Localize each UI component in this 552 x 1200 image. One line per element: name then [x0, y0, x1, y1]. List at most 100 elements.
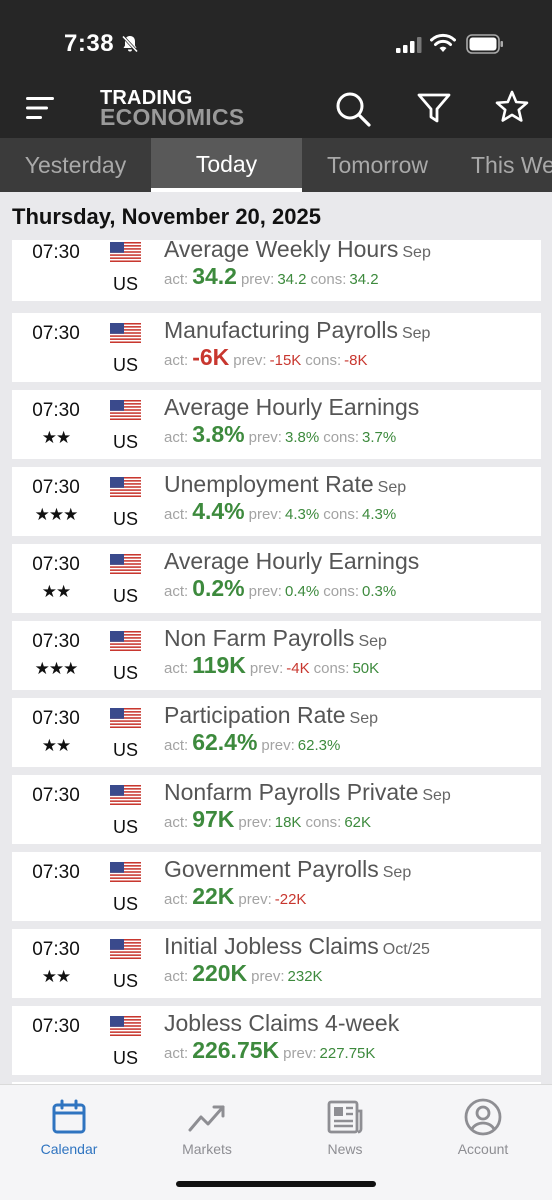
event-row[interactable]: 07:30 ★★★ US Non Farm Payrolls Sep act: 119K pr… — [12, 621, 541, 690]
actual-value: 226.75K — [192, 1037, 280, 1063]
event-row[interactable]: 07:30 ★★ US Participation Rate Sep act: 62.4% p… — [12, 698, 541, 767]
event-country: US — [112, 1048, 138, 1068]
us-flag-icon — [110, 242, 141, 262]
us-flag-icon — [110, 477, 141, 497]
chart-trend-icon — [188, 1105, 225, 1132]
actual-value: 97K — [192, 806, 235, 832]
event-name: Initial Jobless Claims — [164, 933, 379, 959]
event-row[interactable]: 07:30 US Manufacturing Payrolls Sep act: -6K p… — [12, 313, 541, 382]
tab-this-week[interactable]: This Week — [471, 152, 552, 178]
us-flag-icon — [110, 1016, 141, 1036]
importance-stars: ★★ — [41, 428, 71, 447]
us-flag-icon — [110, 862, 141, 882]
nav-calendar-label: Calendar — [40, 1141, 98, 1157]
previous-label: prev: — [240, 271, 275, 288]
actual-label: act: — [164, 814, 189, 831]
nav-markets-label: Markets — [182, 1141, 232, 1157]
previous-value: 232K — [287, 968, 323, 985]
event-time: 07:30 — [32, 323, 80, 344]
actual-value: 3.8% — [192, 421, 245, 447]
event-time: 07:30 — [32, 554, 80, 575]
event-country: US — [112, 971, 138, 991]
event-row[interactable]: 07:30 ★★★ US Unemployment Rate Sep act: 4.4% pr… — [12, 467, 541, 536]
event-row[interactable]: 07:30 US Nonfarm Payrolls Private Sep act: 97… — [12, 775, 541, 844]
previous-value: -15K — [269, 352, 302, 369]
event-title: Average Hourly Earnings — [164, 548, 419, 575]
nav-news[interactable]: News — [290, 1097, 400, 1157]
menu-icon[interactable] — [26, 96, 56, 120]
nav-account[interactable]: Account — [428, 1097, 538, 1157]
actual-value: 220K — [192, 960, 248, 986]
event-values: act: 34.2 prev: 34.2 cons: 34.2 — [164, 263, 383, 290]
event-row[interactable]: 07:30 US Average Weekly Hours Sep act: 34.2 pr… — [12, 240, 541, 301]
search-icon[interactable] — [334, 90, 372, 128]
event-country: US — [112, 355, 138, 375]
consensus-label: cons: — [323, 429, 360, 446]
event-country: US — [112, 432, 138, 452]
event-period: Sep — [382, 864, 412, 881]
actual-value: 4.4% — [192, 498, 245, 524]
event-name: Non Farm Payrolls — [164, 625, 355, 651]
event-row[interactable]: 07:30 ★★ US Average Hourly Earnings act: 0.2%… — [12, 544, 541, 613]
consensus-value: 34.2 — [349, 271, 379, 288]
event-title: Jobless Claims 4-week — [164, 1010, 399, 1037]
filter-icon[interactable] — [416, 90, 452, 126]
nav-calendar[interactable]: Calendar — [14, 1097, 124, 1157]
actual-value: -6K — [192, 344, 230, 370]
event-values: act: 226.75K prev: 227.75K — [164, 1037, 379, 1064]
previous-value: 62.3% — [297, 737, 341, 754]
event-country: US — [112, 586, 138, 606]
previous-value: 4.3% — [284, 506, 320, 523]
previous-label: prev: — [238, 814, 272, 831]
bottom-nav: Calendar Markets News Account — [0, 1084, 552, 1200]
event-country: US — [112, 740, 138, 760]
newspaper-icon — [327, 1100, 363, 1134]
event-list: 07:30 US Average Weekly Hours Sep act: 34.2 pr… — [0, 240, 552, 1084]
nav-news-label: News — [327, 1141, 363, 1157]
importance-stars: ★★★ — [34, 505, 79, 524]
consensus-value: 3.7% — [362, 429, 397, 446]
actual-label: act: — [164, 583, 189, 600]
tab-tomorrow[interactable]: Tomorrow — [327, 152, 428, 178]
importance-stars: ★★ — [41, 582, 71, 601]
event-values: act: 62.4% prev: 62.3% — [164, 729, 344, 756]
tab-today[interactable]: Today — [151, 138, 302, 192]
event-row[interactable]: 07:30 US Government Payrolls Sep act: 22K prev… — [12, 852, 541, 921]
consensus-label: cons: — [323, 583, 360, 600]
event-name: Jobless Claims 4-week — [164, 1010, 400, 1036]
logo-line-2: ECONOMICS — [100, 104, 245, 130]
nav-account-label: Account — [457, 1141, 509, 1157]
event-title: Nonfarm Payrolls Private Sep — [164, 779, 451, 806]
event-name: Average Weekly Hours — [164, 240, 399, 262]
us-flag-icon — [110, 554, 141, 574]
account-icon — [464, 1098, 502, 1136]
actual-label: act: — [164, 429, 189, 446]
consensus-value: 4.3% — [362, 506, 397, 523]
event-row[interactable]: 07:30 ★★ US Initial Jobless Claims Oct/25 act… — [12, 929, 541, 998]
previous-value: 3.8% — [284, 429, 320, 446]
actual-label: act: — [164, 1045, 189, 1062]
actual-label: act: — [164, 352, 189, 369]
event-country: US — [112, 663, 138, 683]
event-name: Average Hourly Earnings — [164, 394, 420, 420]
us-flag-icon — [110, 323, 141, 343]
event-time: 07:30 — [32, 785, 80, 806]
event-values: act: 119K prev: -4K cons: 50K — [164, 652, 383, 679]
event-values: act: 3.8% prev: 3.8% cons: 3.7% — [164, 421, 400, 448]
event-time: 07:30 — [32, 939, 80, 960]
event-name: Manufacturing Payrolls — [164, 317, 398, 343]
event-name: Participation Rate — [164, 702, 346, 728]
consensus-value: 0.3% — [362, 583, 397, 600]
date-heading: Thursday, November 20, 2025 — [12, 204, 321, 229]
event-row-partial[interactable] — [12, 1082, 541, 1084]
event-row[interactable]: 07:30 ★★ US Average Hourly Earnings act: 3.8%… — [12, 390, 541, 459]
actual-value: 119K — [192, 652, 246, 678]
tab-yesterday[interactable]: Yesterday — [24, 152, 127, 178]
star-icon[interactable] — [494, 89, 530, 125]
wifi-icon — [430, 33, 456, 52]
nav-markets[interactable]: Markets — [152, 1097, 262, 1157]
event-period: Sep — [422, 787, 451, 804]
event-row[interactable]: 07:30 US Jobless Claims 4-week act: 226.75K p… — [12, 1006, 541, 1075]
consensus-value: 62K — [344, 814, 372, 831]
previous-value: -4K — [286, 660, 310, 677]
